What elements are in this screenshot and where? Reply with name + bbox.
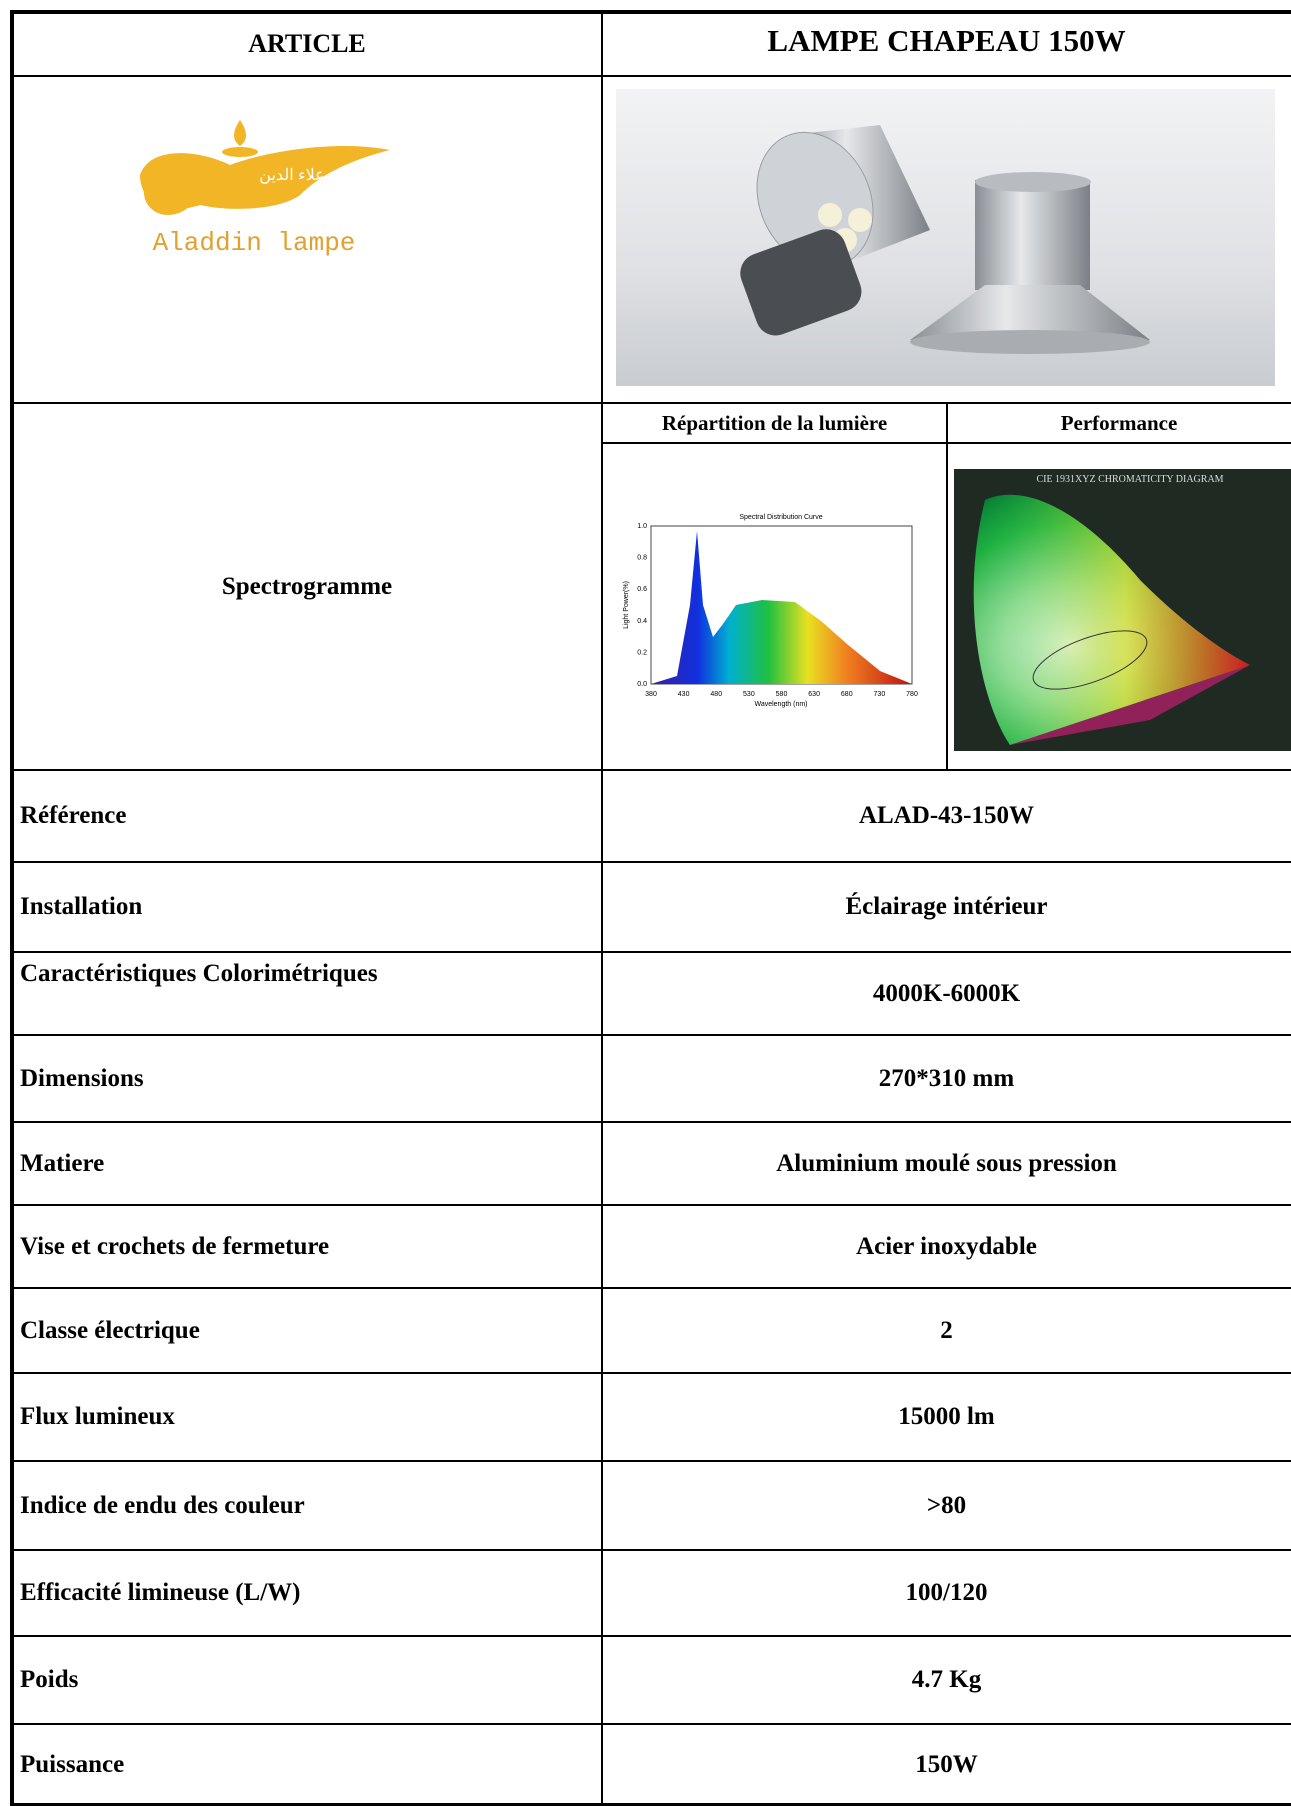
rule (12, 1121, 1291, 1123)
header-left: ARTICLE (248, 29, 366, 58)
diagram-title: CIE 1931XYZ CHROMATICITY DIAGRAM (1036, 474, 1223, 485)
rule (12, 1460, 1291, 1462)
rule (12, 1034, 1291, 1036)
header-right: LAMPE CHAPEAU 150W (767, 23, 1126, 58)
rule (601, 12, 603, 1806)
logo-name: Aladdin lampe (153, 228, 356, 258)
row-value: 100/120 (905, 1579, 988, 1606)
x-tick-label: 630 (808, 691, 820, 698)
row-label: Vise et crochets de fermeture (20, 1232, 330, 1260)
row-label: Installation (20, 893, 143, 920)
x-tick-label: 530 (743, 691, 755, 698)
row-value: ALAD-43-150W (859, 802, 1034, 829)
x-tick-label: 430 (678, 691, 690, 698)
x-axis-label: Wavelength (nm) (754, 701, 807, 708)
y-tick-label: 0.4 (637, 618, 647, 625)
row-label: Indice de endu des couleur (20, 1491, 305, 1519)
logo-arabic: علاء الدين (259, 167, 324, 184)
x-tick-label: 780 (906, 691, 918, 698)
rule (12, 1723, 1291, 1725)
rule (12, 1372, 1291, 1374)
row-label: Flux lumineux (20, 1403, 175, 1430)
x-tick-label: 580 (776, 691, 788, 698)
x-tick-label: 380 (645, 691, 657, 698)
row-label: Dimensions (20, 1064, 144, 1092)
rule (12, 1635, 1291, 1637)
spectral-chart (650, 525, 913, 685)
row-value: 270*310 mm (878, 1064, 1015, 1092)
y-tick-label: 1.0 (637, 523, 647, 530)
row-value: 2 (940, 1316, 953, 1344)
row-label: Caractéristiques Colorimétriques (20, 960, 378, 987)
row-label: Puissance (20, 1751, 125, 1778)
row-value: Aluminium moulé sous pression (776, 1149, 1117, 1177)
row-label: Classe électrique (20, 1316, 200, 1344)
rule (12, 1802, 1291, 1806)
spectro-label: Spectrogramme (221, 572, 393, 600)
row-label: Référence (20, 802, 127, 829)
y-axis-label: Light Power(%) (623, 581, 630, 629)
rule (12, 951, 1291, 953)
row-value: 15000 lm (898, 1403, 995, 1430)
rule (12, 1549, 1291, 1551)
product-photo (616, 89, 1275, 386)
rule (12, 1204, 1291, 1206)
x-tick-label: 680 (841, 691, 853, 698)
rule (12, 1287, 1291, 1289)
row-value: 150W (915, 1751, 978, 1778)
rule (10, 10, 1291, 14)
logo-lamp (140, 120, 390, 215)
row-value: Acier inoxydable (856, 1232, 1037, 1260)
row-label: Poids (20, 1666, 79, 1693)
x-tick-label: 730 (874, 691, 886, 698)
chart-title: Spectral Distribution Curve (739, 514, 822, 521)
y-tick-label: 0.6 (637, 586, 647, 593)
sub-header: Performance (1060, 410, 1178, 435)
rule (10, 10, 14, 1806)
row-value: Éclairage intérieur (845, 893, 1048, 920)
y-tick-label: 0.8 (637, 555, 647, 562)
rule (946, 403, 948, 770)
sub-header: Répartition de la lumière (661, 410, 888, 435)
row-value: 4.7 Kg (911, 1666, 982, 1693)
row-value: 4000K-6000K (872, 979, 1021, 1007)
rule (12, 861, 1291, 863)
rule (12, 769, 1291, 771)
row-label: Efficacité limineuse (L/W) (20, 1579, 301, 1606)
rule (12, 75, 1291, 77)
y-tick-label: 0.2 (637, 649, 647, 656)
y-tick-label: 0.0 (637, 681, 647, 688)
row-value: >80 (926, 1491, 967, 1519)
row-label: Matiere (20, 1149, 105, 1177)
x-tick-label: 480 (710, 691, 722, 698)
cie-diagram (954, 469, 1291, 751)
rule (12, 402, 1291, 404)
